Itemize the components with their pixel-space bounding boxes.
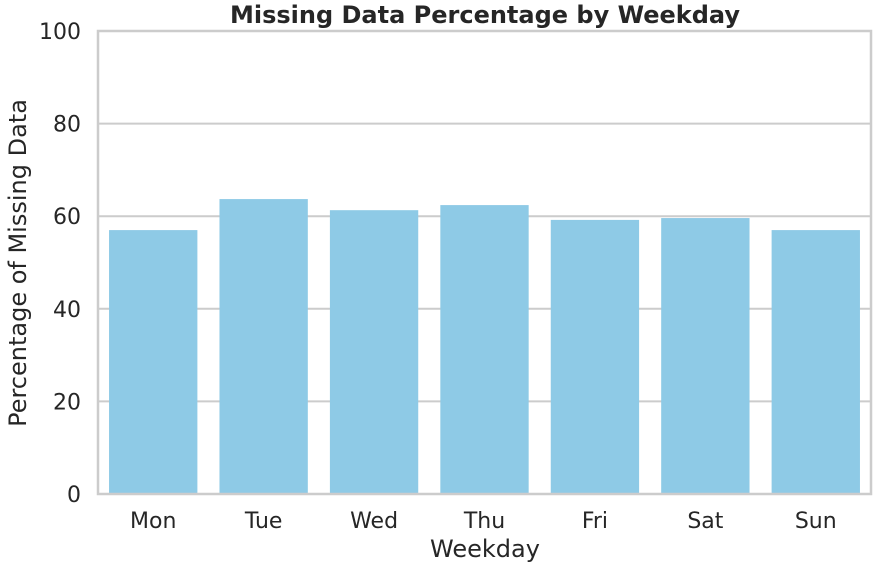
y-tick-label: 80: [53, 113, 81, 138]
x-tick-labels: Mon Tue Wed Thu Fri Sat Sun: [130, 509, 837, 534]
bar-tue: [219, 199, 308, 494]
y-tick-label: 60: [53, 205, 81, 230]
bar-thu: [440, 205, 529, 494]
x-tick-label-sun: Sun: [795, 509, 837, 534]
plot-frame: [96, 29, 873, 496]
y-tick-label: 0: [67, 483, 81, 508]
axes-frame: [96, 29, 873, 496]
bar-sun: [771, 230, 860, 494]
x-tick-label-tue: Tue: [244, 509, 283, 534]
x-tick-label-sat: Sat: [687, 509, 723, 534]
x-tick-label-mon: Mon: [130, 509, 176, 534]
x-tick-label-wed: Wed: [350, 509, 398, 534]
y-tick-label: 100: [39, 20, 81, 45]
y-axis-label: Percentage of Missing Data: [4, 99, 32, 427]
chart-title: Missing Data Percentage by Weekday: [230, 1, 740, 29]
bar-fri: [550, 219, 640, 495]
bar-mon: [109, 230, 198, 494]
bar-sat: [661, 218, 750, 494]
x-axis-label: Weekday: [430, 535, 540, 563]
bar-wed: [329, 210, 419, 494]
y-tick-label: 40: [53, 298, 81, 323]
x-tick-label-fri: Fri: [582, 509, 608, 534]
y-tick-label: 20: [53, 390, 81, 415]
y-tick-labels: 0 20 40 60 80 100: [39, 20, 81, 508]
x-tick-label-thu: Thu: [463, 509, 505, 534]
bars: [109, 199, 860, 495]
